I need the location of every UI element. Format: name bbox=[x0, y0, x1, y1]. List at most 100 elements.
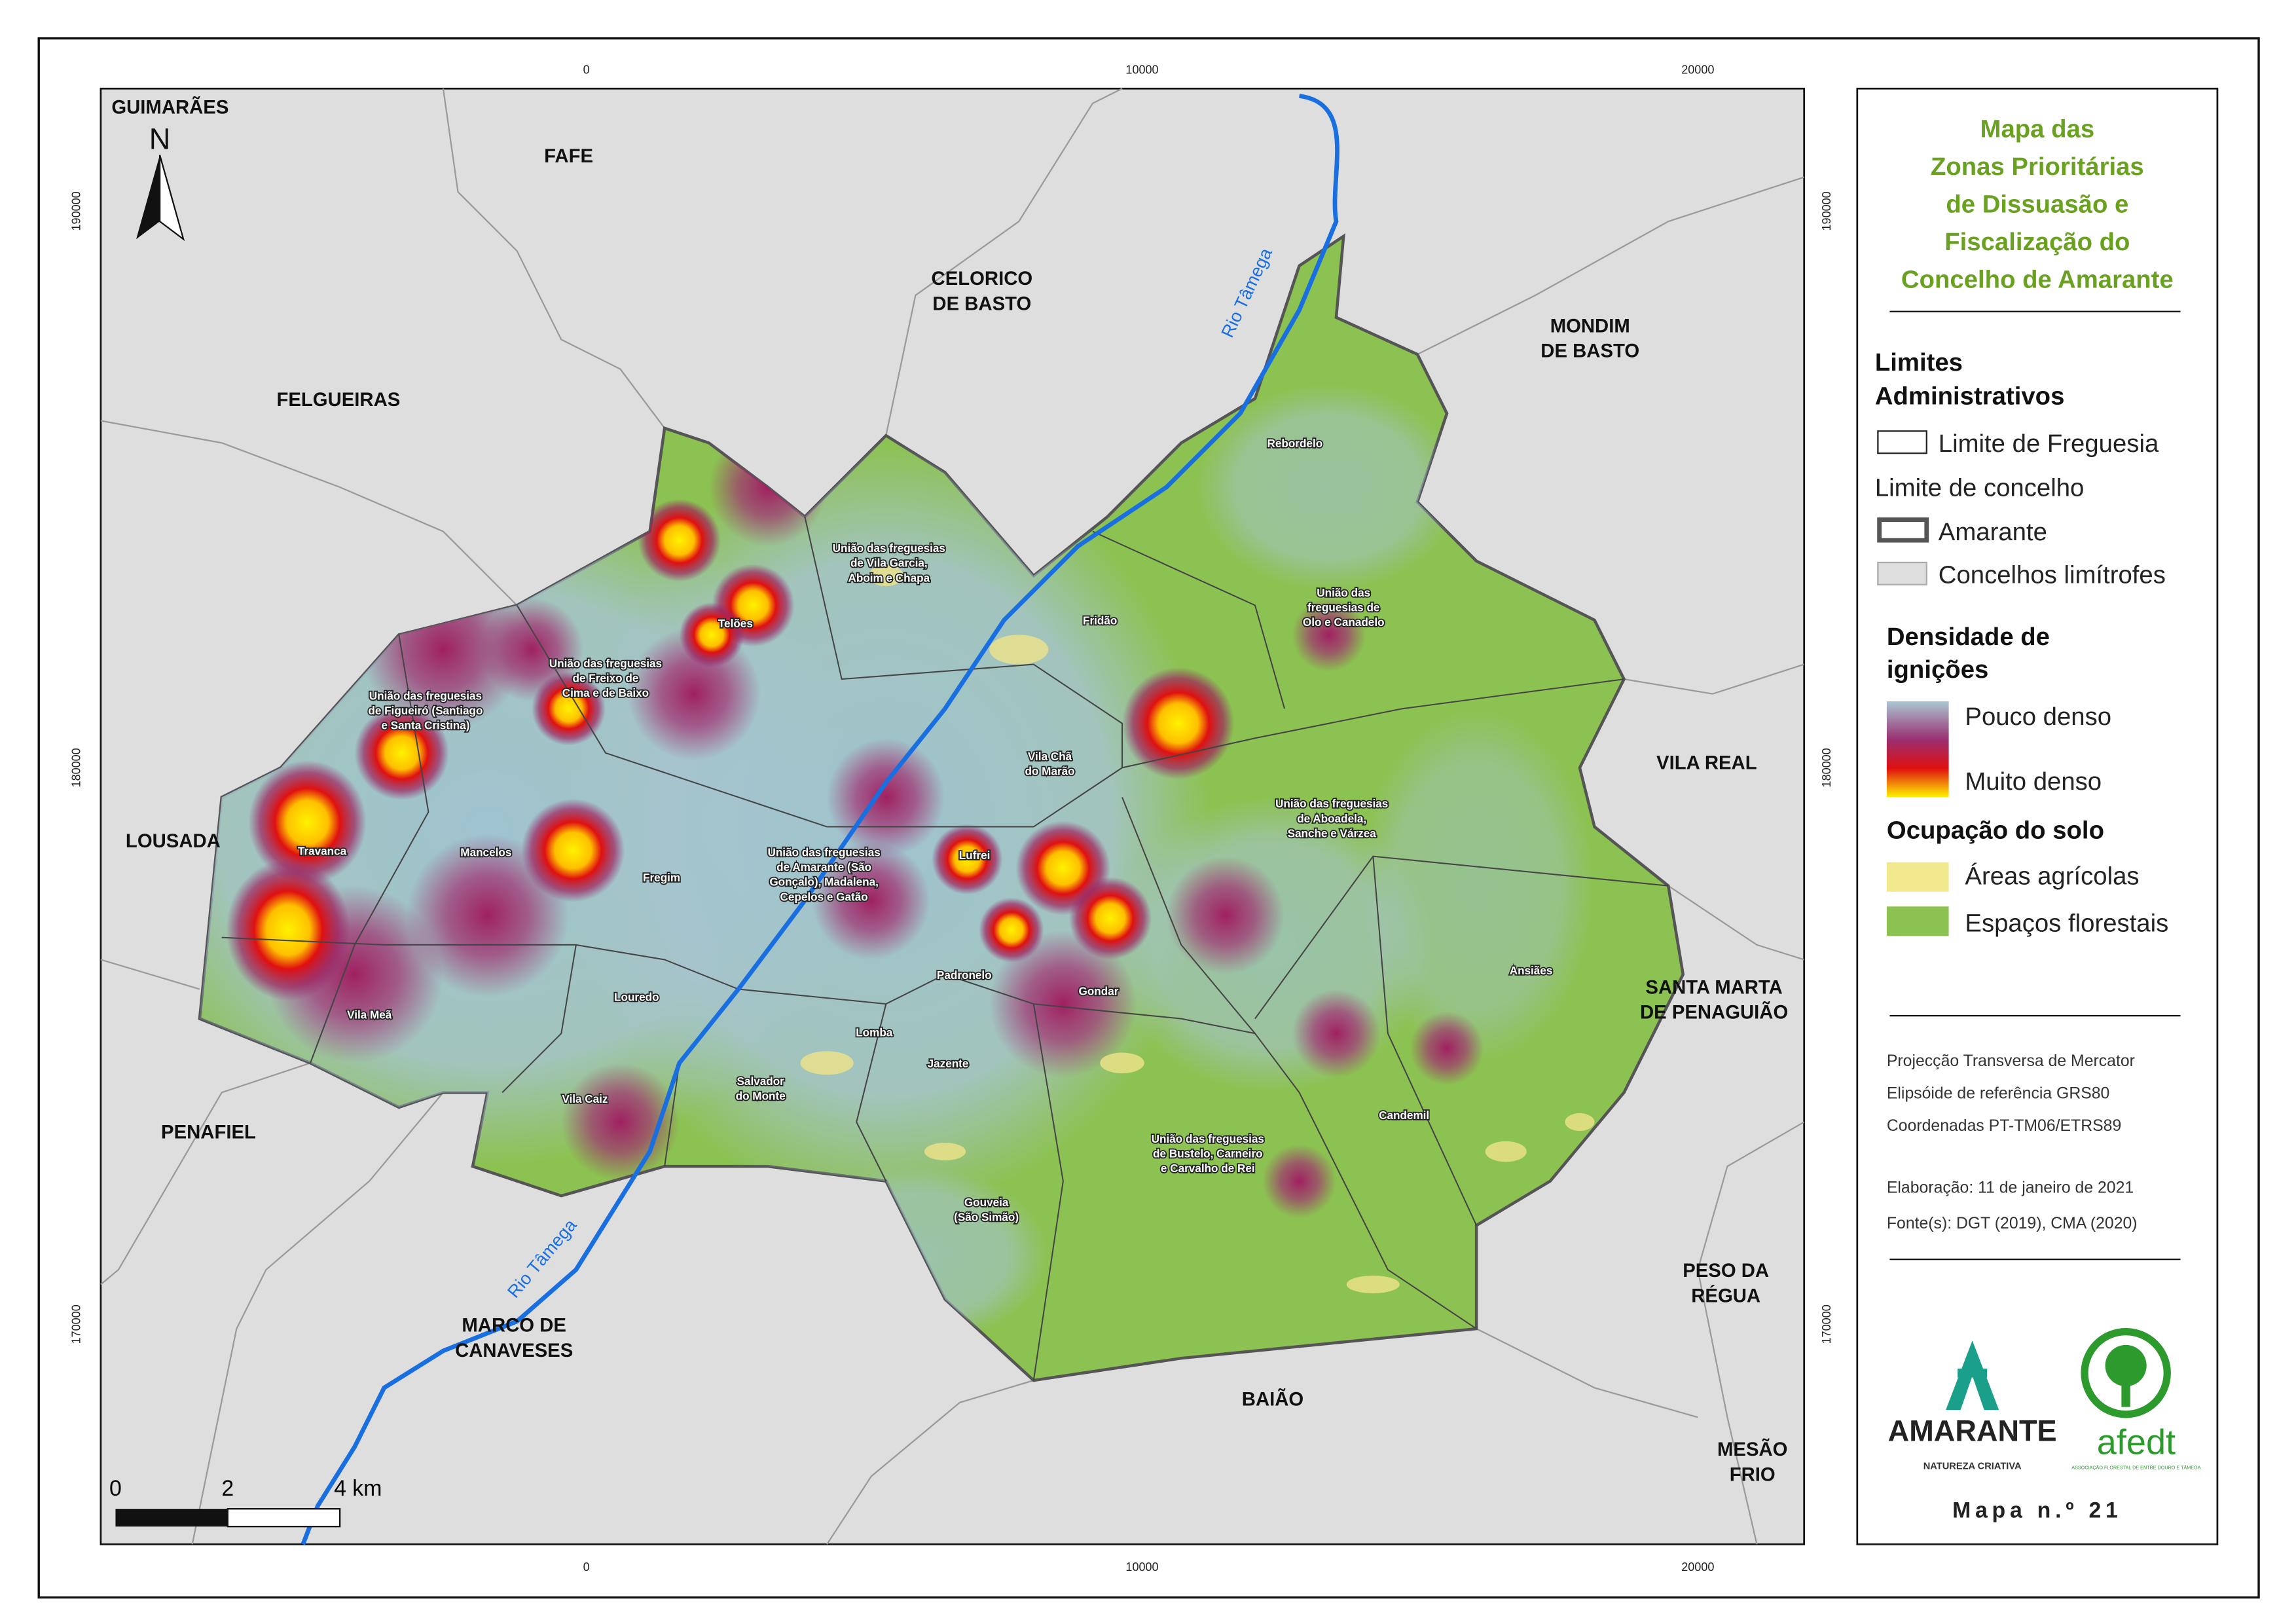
x-coordinate: 10000 bbox=[1125, 1560, 1158, 1574]
parish-label: União das freguesias bbox=[549, 657, 662, 670]
neighbor-label: FRIO bbox=[1730, 1464, 1776, 1485]
x-coordinate: 10000 bbox=[1125, 64, 1158, 77]
parish-label: Sanche e Várzea bbox=[1288, 826, 1377, 840]
legend-label: Concelhos limítrofes bbox=[1939, 561, 2166, 589]
neighbor-label: GUIMARÃES bbox=[111, 96, 228, 119]
parish-label: Mancelos bbox=[460, 846, 511, 859]
parish-label: Telões bbox=[718, 617, 753, 630]
parish-label: Louredo bbox=[614, 991, 659, 1004]
north-label: N bbox=[149, 122, 171, 156]
map-title: de Dissuasão e bbox=[1946, 191, 2128, 219]
map-title: Fiscalização do bbox=[1944, 228, 2130, 256]
parish-label: Jazente bbox=[928, 1057, 969, 1070]
parish-label: de Bustelo, Carneiro bbox=[1153, 1147, 1262, 1160]
neighbor-label: DE BASTO bbox=[932, 293, 1031, 314]
neighbor-label: LOUSADA bbox=[126, 830, 221, 852]
parish-label: e Carvalho de Rei bbox=[1161, 1162, 1255, 1175]
swatch bbox=[1877, 561, 1927, 585]
neighbor-label: MONDIM bbox=[1550, 315, 1630, 337]
swatch bbox=[1886, 701, 1949, 798]
legend-label: Áreas agrícolas bbox=[1965, 862, 2139, 890]
parish-label: Cepelos e Gatão bbox=[780, 890, 868, 903]
neighbor-label: MESÃO bbox=[1717, 1438, 1787, 1460]
parish-label: (São Simão) bbox=[954, 1211, 1019, 1224]
outer-frame bbox=[37, 37, 2260, 1599]
y-coordinate: 170000 bbox=[69, 1304, 82, 1344]
swatch bbox=[1877, 430, 1927, 454]
x-coordinate: 0 bbox=[583, 1560, 590, 1574]
legend-heading: Densidade de bbox=[1887, 623, 2050, 651]
legend-panel bbox=[1856, 87, 2219, 1545]
parish-label: União das bbox=[1317, 586, 1370, 599]
neighbor-label: DE PENAGUIÃO bbox=[1640, 1001, 1788, 1024]
neighbor-label: FAFE bbox=[544, 145, 593, 167]
logo-text: AMARANTE bbox=[1888, 1414, 2057, 1447]
x-coordinate: 0 bbox=[583, 64, 590, 77]
parish-label: do Marão bbox=[1025, 765, 1075, 778]
neighbor-label: FELGUEIRAS bbox=[276, 389, 400, 411]
legend-label: Amarante bbox=[1939, 518, 2047, 546]
y-coordinate: 180000 bbox=[69, 748, 82, 787]
neighbor-label: BAIÃO bbox=[1242, 1388, 1303, 1410]
x-coordinate: 20000 bbox=[1681, 64, 1714, 77]
note: Coordenadas PT-TM06/ETRS89 bbox=[1887, 1117, 2121, 1135]
afedt-logo: afedt ASSOCIAÇÃO FLORESTAL DE ENTRE DOUR… bbox=[2071, 1327, 2201, 1470]
note: Elaboração: 11 de janeiro de 2021 bbox=[1887, 1179, 2134, 1197]
parish-label: Vila Chã bbox=[1028, 750, 1072, 763]
y-coordinate: 190000 bbox=[1820, 191, 1833, 231]
legend-label: Pouco denso bbox=[1965, 703, 2111, 731]
parish-label: Fridão bbox=[1083, 614, 1117, 627]
parish-label: Vila Caiz bbox=[562, 1092, 608, 1105]
parish-label: Candemil bbox=[1379, 1109, 1429, 1122]
note: Fonte(s): DGT (2019), CMA (2020) bbox=[1887, 1215, 2138, 1232]
parish-label: de Figueiró (Santiago bbox=[368, 704, 483, 717]
parish-label: Vila Meã bbox=[347, 1008, 392, 1022]
parish-label: de Freixo de bbox=[573, 672, 639, 685]
north-arrow: N bbox=[136, 122, 185, 242]
parish-label: União das freguesias bbox=[1152, 1132, 1264, 1145]
parish-label: Gondar bbox=[1079, 985, 1119, 998]
note: Projecção Transversa de Mercator bbox=[1887, 1052, 2135, 1070]
legend-heading: Limites bbox=[1875, 348, 1963, 377]
neighbor-label: CANAVESES bbox=[455, 1340, 573, 1361]
parish-label: Travanca bbox=[298, 844, 347, 857]
logo-tagline: ASSOCIAÇÃO FLORESTAL DE ENTRE DOURO E TÂ… bbox=[2071, 1464, 2200, 1470]
neighbor-label: MARCO DE bbox=[462, 1315, 566, 1337]
y-coordinate: 170000 bbox=[1820, 1304, 1833, 1344]
map-title: Concelho de Amarante bbox=[1901, 266, 2174, 294]
neighbor-label: VILA REAL bbox=[1656, 752, 1757, 774]
neighbor-boundaries bbox=[100, 88, 1805, 1545]
amarante-logo: AMARANTE NATUREZA CRIATIVA bbox=[1888, 1340, 2057, 1471]
parish-label: de Aboadela, bbox=[1297, 812, 1366, 825]
scale-label: 2 bbox=[221, 1476, 234, 1501]
scale-label: 0 bbox=[109, 1476, 122, 1501]
neighbor-label: CELORICO bbox=[932, 268, 1033, 289]
parish-label: Aboim e Chapa bbox=[848, 571, 930, 584]
y-coordinate: 190000 bbox=[69, 191, 82, 231]
parish-label: Lufrei bbox=[959, 849, 991, 862]
parish-label: do Monte bbox=[736, 1090, 786, 1103]
parish-label: União das freguesias bbox=[369, 690, 482, 703]
map-title: Zonas Prioritárias bbox=[1931, 153, 2144, 181]
parish-label: Padronelo bbox=[937, 969, 992, 982]
scale-label: 4 km bbox=[334, 1476, 382, 1501]
legend-label: Limite de Freguesia bbox=[1939, 430, 2159, 458]
x-coordinate: 20000 bbox=[1681, 1560, 1714, 1574]
parish-label: Lomba bbox=[856, 1026, 893, 1039]
parish-label: Fregim bbox=[643, 871, 680, 884]
neighbor-label: PESO DA bbox=[1683, 1260, 1769, 1282]
swatch bbox=[1886, 862, 1949, 892]
parish-label: e Santa Cristina) bbox=[381, 719, 469, 732]
parish-label: de Vila Garcia, bbox=[850, 557, 928, 570]
map-title: Mapa das bbox=[1980, 115, 2095, 143]
neighbor-label: DE BASTO bbox=[1540, 341, 1639, 362]
swatch bbox=[1886, 906, 1949, 936]
neighbor-label: SANTA MARTA bbox=[1645, 976, 1782, 998]
parish-label: Gouveia bbox=[964, 1196, 1009, 1209]
parish-label: União das freguesias bbox=[767, 846, 880, 859]
legend-label: Limite de concelho bbox=[1875, 474, 2084, 502]
river bbox=[301, 94, 1339, 1545]
logo-text: afedt bbox=[2097, 1423, 2176, 1462]
legend-label: Espaços florestais bbox=[1965, 910, 2168, 938]
